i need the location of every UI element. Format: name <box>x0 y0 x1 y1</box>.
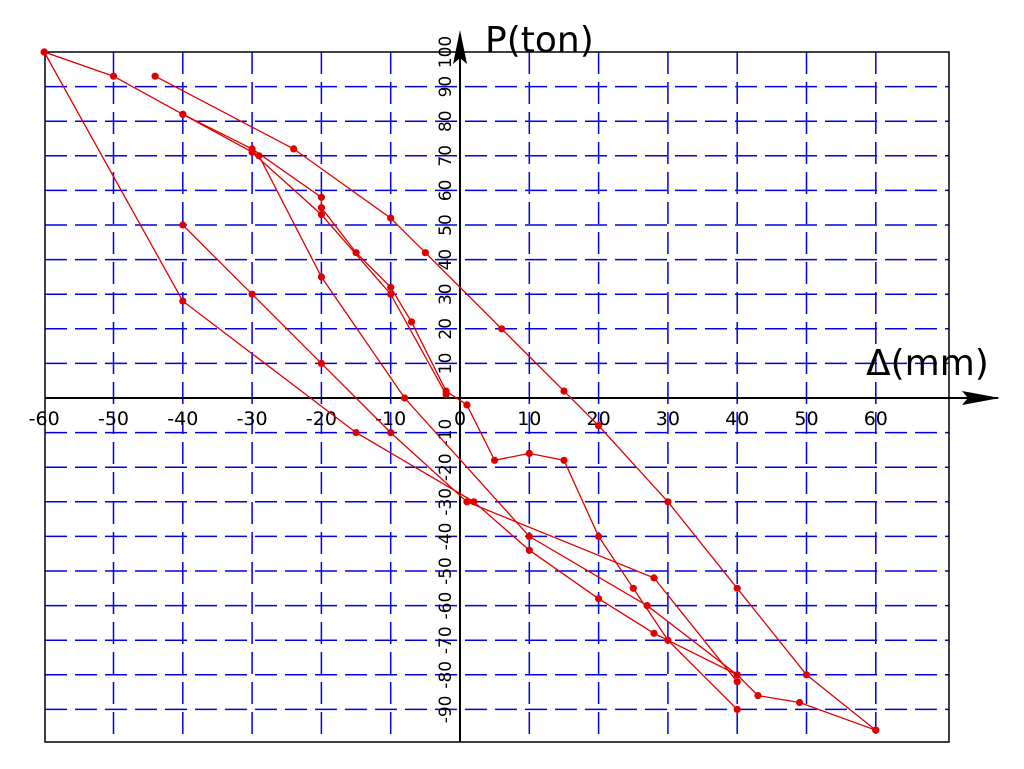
x-tick-label: -40 <box>167 408 198 430</box>
data-point <box>407 318 416 326</box>
data-point <box>733 705 741 714</box>
x-axis-arrow <box>962 391 1000 405</box>
data-point <box>463 498 471 506</box>
data-point <box>872 726 880 734</box>
x-tick-label: -60 <box>29 408 60 430</box>
y-tick-label: -50 <box>436 557 456 585</box>
data-point <box>664 498 672 506</box>
y-axis-label: P(ton) <box>485 20 594 61</box>
data-point <box>248 148 256 156</box>
y-tick-label: 40 <box>436 249 456 271</box>
y-tick-label: 60 <box>436 180 456 202</box>
x-tick-label: 50 <box>794 408 818 430</box>
y-tick-label: 100 <box>436 36 456 68</box>
series-line-1 <box>43 51 738 710</box>
data-point <box>179 297 187 305</box>
data-point <box>802 671 811 679</box>
data-point <box>650 574 658 582</box>
x-tick-label: -10 <box>375 408 406 430</box>
data-point <box>387 429 395 437</box>
x-tick-label: -30 <box>237 408 268 430</box>
data-point <box>179 221 187 229</box>
data-point <box>595 422 603 430</box>
x-tick-label: 0 <box>454 408 466 430</box>
data-point <box>796 698 804 707</box>
data-point <box>733 584 741 592</box>
axes <box>45 30 1000 742</box>
y-tick-label: -40 <box>436 523 456 551</box>
data-point <box>248 290 256 298</box>
x-tick-label: 40 <box>725 408 749 430</box>
y-tick-label: -90 <box>436 696 456 724</box>
data-point <box>40 48 48 56</box>
data-point <box>643 602 651 610</box>
y-tick-label: -20 <box>436 453 456 481</box>
data-point <box>525 546 533 554</box>
data-point <box>401 394 409 402</box>
y-tick-label: 90 <box>436 76 456 98</box>
data-point <box>595 595 603 603</box>
data-point <box>290 145 298 153</box>
series-line-2 <box>154 75 877 731</box>
data-point <box>317 273 325 281</box>
data-point <box>629 584 637 592</box>
series-group <box>40 48 880 734</box>
data-point <box>525 449 533 457</box>
series-line-6 <box>251 151 447 395</box>
data-point <box>595 532 603 541</box>
x-tick-label: -50 <box>98 408 129 430</box>
y-tick-label: 80 <box>436 110 456 132</box>
data-point <box>317 193 325 201</box>
data-point <box>463 401 471 409</box>
data-point <box>491 456 499 464</box>
data-point <box>387 214 395 222</box>
data-point <box>442 390 450 399</box>
data-point <box>387 290 395 298</box>
x-tick-label: 10 <box>517 408 541 430</box>
y-axis-arrow <box>453 30 467 64</box>
y-tick-label: 50 <box>436 214 456 236</box>
y-tick-labels: 100 90 80 70 60 50 40 30 20 10 -10 -20 -30 -40 -50 -60 -… <box>436 36 456 724</box>
data-point <box>733 678 741 686</box>
data-point <box>525 532 533 541</box>
data-point <box>317 211 325 219</box>
data-point <box>733 671 741 679</box>
data-point <box>387 283 395 291</box>
y-tick-label: 10 <box>436 353 456 375</box>
y-tick-label: -30 <box>436 488 456 516</box>
x-tick-label: -20 <box>306 408 337 430</box>
x-tick-labels: -60 -50 -40 -30 -20 -10 0 10 20 30 40 50 60 <box>29 408 888 430</box>
data-point <box>560 456 568 464</box>
data-point <box>179 110 187 118</box>
y-tick-label: -70 <box>436 626 456 654</box>
data-point <box>317 204 325 212</box>
data-point <box>421 249 429 257</box>
data-point <box>498 325 506 333</box>
data-point <box>650 629 658 637</box>
y-tick-label: -60 <box>436 592 456 620</box>
data-point <box>352 429 360 437</box>
y-tick-label: 30 <box>436 283 456 305</box>
y-tick-label: -10 <box>436 419 456 447</box>
x-tick-label: 60 <box>864 408 888 430</box>
data-point <box>754 692 762 700</box>
data-point <box>151 72 159 80</box>
x-tick-label: 20 <box>587 408 611 430</box>
x-tick-label: 30 <box>656 408 680 430</box>
data-point <box>317 359 325 367</box>
y-tick-label: 70 <box>436 145 456 167</box>
data-point <box>560 387 568 395</box>
grid <box>45 52 949 742</box>
y-tick-label: -80 <box>436 661 456 689</box>
data-point <box>352 249 360 257</box>
data-point <box>109 72 118 80</box>
y-tick-label: 20 <box>436 318 456 340</box>
x-axis-label: Δ(mm) <box>866 343 989 384</box>
